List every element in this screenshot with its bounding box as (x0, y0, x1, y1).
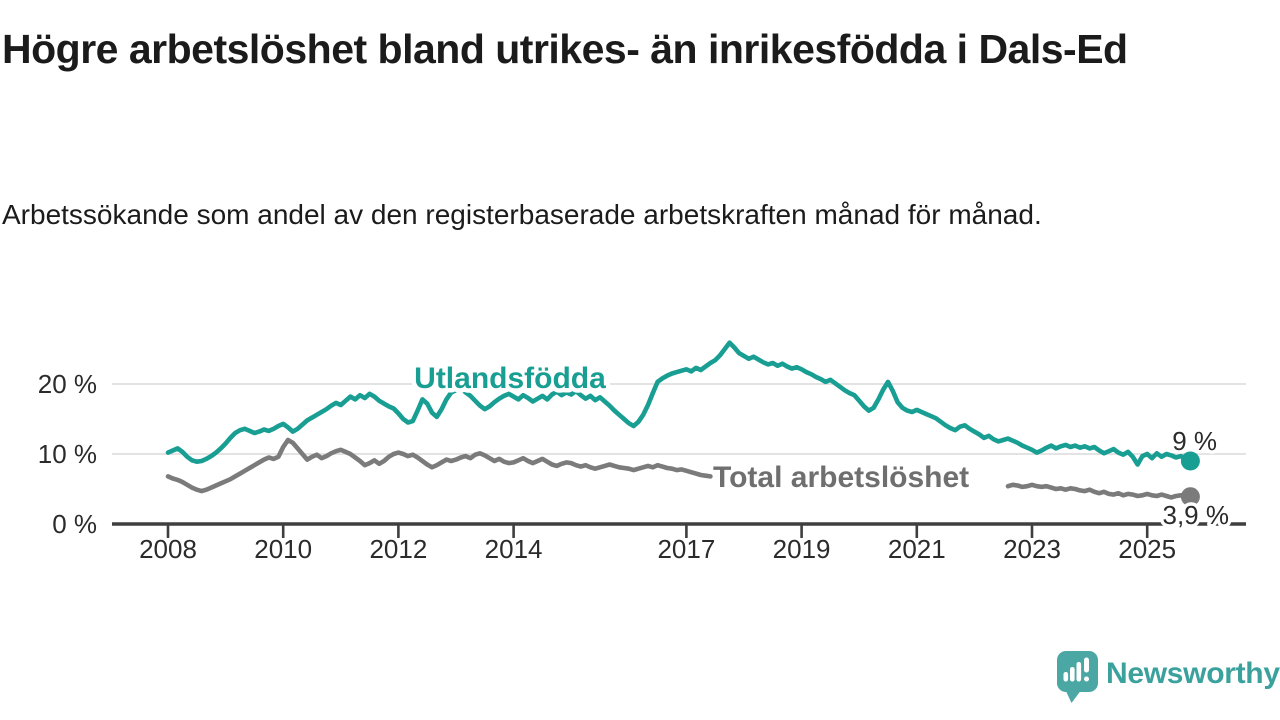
exclamation-dot (1084, 676, 1089, 682)
x-tick-label: 2012 (369, 534, 427, 564)
x-tick-label: 2023 (1003, 534, 1061, 564)
newsworthy-logo: Newsworthy (1057, 651, 1280, 703)
newsworthy-chart-bubble-icon (1057, 651, 1098, 703)
y-tick-label: 20 % (38, 369, 97, 399)
x-axis: 2008 2010 2012 2014 2017 2019 2021 2023 2025 (112, 522, 1246, 564)
y-tick-label: 0 % (52, 509, 97, 539)
x-tick-label: 2021 (888, 534, 946, 564)
x-tick-label: 2019 (773, 534, 831, 564)
gridlines: 0 % 10 % 20 % (38, 369, 1246, 539)
total-end-dot (1180, 487, 1200, 507)
total-arbetsloshet-line (1005, 482, 1193, 500)
x-tick-label: 2010 (254, 534, 312, 564)
x-tick-label: 2025 (1118, 534, 1176, 564)
bar-medium (1070, 667, 1075, 682)
utlandsfodda-end-dot (1180, 451, 1200, 471)
utlandsfodda-line (165, 340, 1193, 467)
logo-wordmark: Newsworthy (1106, 657, 1280, 690)
x-tick-label: 2017 (657, 534, 715, 564)
bar-large (1076, 662, 1082, 682)
bar-small (1063, 672, 1069, 682)
utlandsfodda-end-value: 9 % (1172, 426, 1217, 456)
total-arbetsloshet-line (165, 437, 713, 494)
bubble-tail (1065, 689, 1082, 703)
series-labels: Utlandsfödda Total arbetslöshet 9 % 3,9 % (410, 358, 1233, 534)
total-end-value: 3,9 % (1163, 500, 1230, 530)
exclamation-bar (1084, 657, 1089, 673)
series-lines (165, 340, 1193, 500)
total-arbetsloshet-series-label: Total arbetslöshet (713, 461, 969, 494)
page-subtitle: Arbetssökande som andel av den registerb… (2, 199, 1042, 230)
y-tick-label: 10 % (38, 439, 97, 469)
utlandsfodda-series-label: Utlandsfödda (414, 362, 606, 395)
page-title: Högre arbetslöshet bland utrikes- än inr… (2, 26, 1128, 72)
x-tick-label: 2008 (139, 534, 197, 564)
x-tick-label: 2014 (485, 534, 543, 564)
